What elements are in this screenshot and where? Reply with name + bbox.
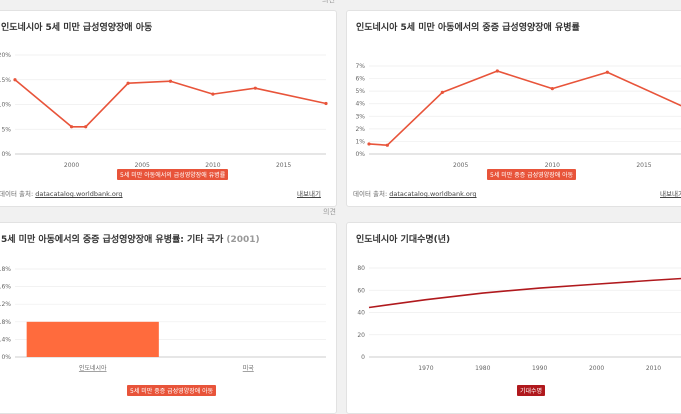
y-tick-label: 0 [361,354,365,361]
source-link[interactable]: datacatalog.worldbank.org [389,190,477,198]
export-link[interactable]: 내보내기 [660,190,681,198]
x-tick-label: 2000 [589,365,604,372]
data-point [84,125,88,129]
y-tick-label: 4% [355,101,365,108]
y-tick-label: 0% [1,354,11,361]
x-tick-label: 2005 [453,162,468,169]
chart-title-text: 5세 미만 아동에서의 중증 급성영양장애 유병률: 기타 국가 [1,235,224,245]
data-source: 데이터 출처: datacatalog.worldbank.org [0,188,123,198]
chart-card-other-countries: 5세 미만 아동에서의 중증 급성영양장애 유병률: 기타 국가 (2001) … [0,222,337,414]
y-tick-label: 6% [355,76,365,83]
bar-chart-other-countries: 0% 0.4% 0.8% 1.2% 1.6% 1.8% 인도네시아 미국 [0,266,326,372]
data-point [69,125,74,129]
y-tick-label: 20% [0,52,11,59]
chart-title-year: (2001) [226,235,260,245]
middle-note: 의견 [323,208,336,216]
legend-item[interactable]: 5세 미만 중증 급성영양장애 아동 [487,169,577,180]
chart-title: 5세 미만 아동에서의 중증 급성영양장애 유병률: 기타 국가 (2001) [1,232,260,245]
line-chart-life-expectancy: 0 20 40 60 80 1970 1980 1990 2000 2010 [357,265,681,372]
x-tick-label: 1970 [418,365,433,372]
y-tick-label: 10% [0,102,11,109]
y-tick-label: 15% [0,77,11,84]
line-chart-wasting: 0% 5% 10% 15% 20% 2000 2005 2010 2015 [0,52,328,169]
series-line [14,79,327,128]
y-tick-label: 2% [355,126,365,133]
y-tick-label: 40 [357,310,365,317]
data-source: 데이터 출처: datacatalog.worldbank.org [353,188,477,198]
data-point [605,70,609,74]
chart-card-life-expectancy: 인도네시아 기대수명(년) 0 20 40 60 80 1970 1980 1990 2000 2… [346,222,681,414]
data-point [253,86,257,90]
y-tick-label: 0.8% [0,319,11,326]
x-tick-label: 1980 [475,365,490,372]
top-note: 의견 [322,0,335,4]
series-line [368,277,681,309]
source-link[interactable]: datacatalog.worldbank.org [35,190,123,198]
y-tick-label: 60 [357,287,365,294]
x-tick-label: 2015 [636,162,651,169]
chart-title: 인도네시아 5세 미만 급성영양장애 아동 [1,23,153,33]
y-tick-label: 1.8% [0,266,11,273]
x-tick-label: 2000 [64,162,79,169]
data-point [126,81,130,85]
x-tick-label: 미국 [243,364,255,372]
y-tick-label: 20 [357,332,365,339]
source-label: 데이터 출처: [353,190,388,198]
y-tick-label: 5% [355,88,365,95]
y-tick-label: 1.6% [0,284,11,291]
data-point [13,78,17,82]
y-tick-label: 0% [355,151,365,158]
y-tick-label: 1.2% [0,301,11,308]
y-tick-label: 0% [1,151,11,158]
bar [26,321,159,357]
data-point [211,92,215,96]
y-tick-label: 0.4% [0,336,11,343]
data-point [168,79,173,83]
data-point [367,142,371,146]
legend-item[interactable]: 5세 미만 아동에서의 급성영양장애 유병률 [117,169,229,180]
x-tick-label: 2010 [646,365,661,372]
chart-card-severe-wasting: 인도네시아 5세 미만 아동에서의 중증 급성영양장애 유병률 0% 1% 2% 3%… [346,10,681,207]
x-tick-label: 2010 [545,162,560,169]
legend-item[interactable]: 5세 미만 중증 급성영양장애 아동 [127,385,217,396]
y-tick-label: 80 [357,265,365,272]
export-link[interactable]: 내보내기 [297,190,321,198]
series-line [368,70,681,146]
x-tick-label: 2015 [276,162,291,169]
data-point [440,90,444,94]
source-label: 데이터 출처: [0,190,34,198]
chart-card-wasting: 인도네시아 5세 미만 급성영양장애 아동 0% 5% 10% 15% 20% 2000 2… [0,10,337,207]
x-tick-label: 2005 [135,162,150,169]
data-point [324,101,328,106]
x-tick-label: 인도네시아 [79,364,107,372]
y-tick-label: 7% [355,63,365,70]
y-tick-label: 1% [355,138,365,145]
chart-title: 인도네시아 5세 미만 아동에서의 중증 급성영양장애 유병률 [356,23,580,33]
data-point [385,143,389,147]
y-tick-label: 3% [355,113,365,120]
legend-item[interactable]: 기대수명 [517,385,546,396]
y-tick-label: 5% [1,126,11,133]
data-point [495,69,499,73]
chart-title: 인도네시아 기대수명(년) [356,235,451,245]
line-chart-severe-wasting: 0% 1% 2% 3% 4% 5% 6% 7% 2005 2010 2015 [355,63,681,169]
x-tick-label: 1990 [532,365,547,372]
x-tick-label: 2010 [205,162,220,169]
data-point [550,87,554,91]
